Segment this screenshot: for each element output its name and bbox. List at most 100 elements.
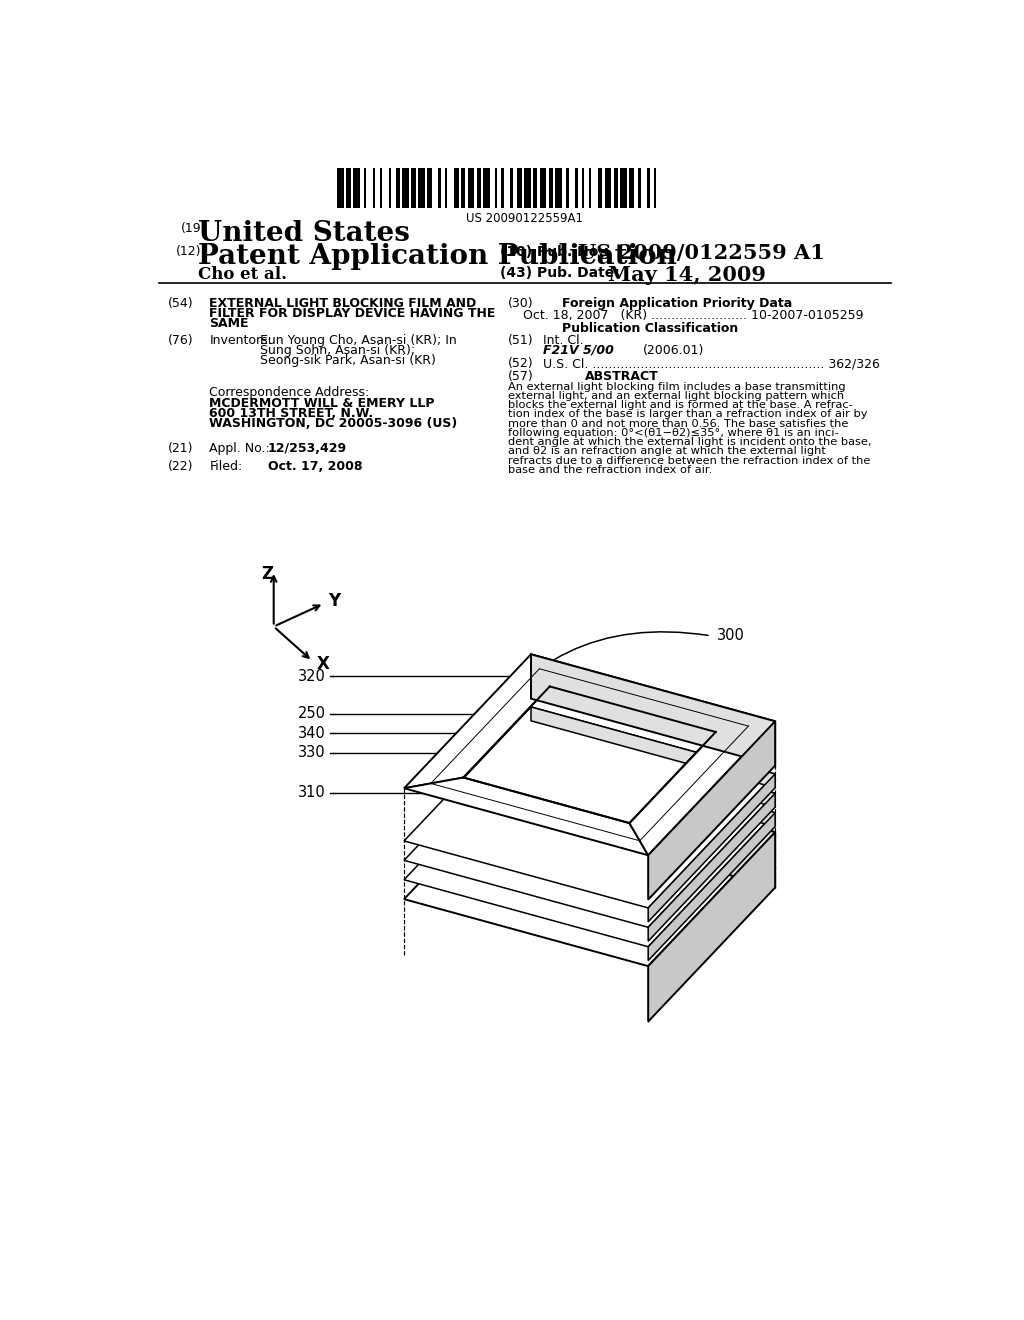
- Bar: [654, 168, 656, 207]
- Bar: [613, 168, 618, 207]
- Bar: [389, 168, 391, 207]
- Text: external light, and an external light blocking pattern which: external light, and an external light bl…: [508, 391, 844, 401]
- Text: Oct. 17, 2008: Oct. 17, 2008: [267, 461, 362, 474]
- Text: An external light blocking film includes a base transmitting: An external light blocking film includes…: [508, 381, 846, 392]
- Text: dent angle at which the external light is incident onto the base,: dent angle at which the external light i…: [508, 437, 871, 447]
- Text: (57): (57): [508, 370, 534, 383]
- Text: (22): (22): [168, 461, 194, 474]
- Bar: [365, 168, 367, 207]
- Text: (12): (12): [176, 244, 202, 257]
- Bar: [549, 168, 553, 207]
- Text: WASHINGTON, DC 20005-3096 (US): WASHINGTON, DC 20005-3096 (US): [209, 417, 458, 430]
- Bar: [532, 168, 538, 207]
- Text: Publication Classification: Publication Classification: [562, 322, 738, 335]
- Text: May 14, 2009: May 14, 2009: [608, 264, 767, 285]
- Bar: [402, 168, 410, 207]
- Text: base and the refraction index of air.: base and the refraction index of air.: [508, 465, 712, 475]
- Text: Z: Z: [261, 565, 273, 583]
- Text: 250: 250: [298, 706, 326, 721]
- Text: Seong-sik Park, Asan-si (KR): Seong-sik Park, Asan-si (KR): [260, 354, 435, 367]
- Bar: [502, 168, 504, 207]
- Bar: [427, 168, 432, 207]
- Text: Cho et al.: Cho et al.: [198, 267, 287, 284]
- Text: Appl. No.:: Appl. No.:: [209, 442, 270, 455]
- Text: 600 13TH STREET, N.W.: 600 13TH STREET, N.W.: [209, 407, 374, 420]
- Bar: [621, 168, 627, 207]
- Text: (52): (52): [508, 358, 534, 370]
- Text: (2006.01): (2006.01): [643, 345, 705, 356]
- Text: 320: 320: [298, 669, 326, 684]
- Bar: [638, 168, 641, 207]
- Text: tion index of the base is larger than a refraction index of air by: tion index of the base is larger than a …: [508, 409, 867, 420]
- Text: Oct. 18, 2007   (KR) ........................ 10-2007-0105259: Oct. 18, 2007 (KR) .....................…: [523, 309, 864, 322]
- Text: 12/253,429: 12/253,429: [267, 442, 347, 455]
- Polygon shape: [531, 746, 775, 826]
- Bar: [540, 168, 546, 207]
- Polygon shape: [531, 766, 775, 887]
- Text: 300: 300: [717, 628, 744, 643]
- Bar: [598, 168, 602, 207]
- Polygon shape: [404, 655, 550, 788]
- Text: MCDERMOTT WILL & EMERY LLP: MCDERMOTT WILL & EMERY LLP: [209, 397, 435, 411]
- Polygon shape: [404, 777, 648, 855]
- Polygon shape: [630, 721, 775, 855]
- Text: (19): (19): [180, 222, 206, 235]
- Bar: [483, 168, 490, 207]
- Bar: [380, 168, 382, 207]
- Text: (51): (51): [508, 334, 534, 347]
- Text: Filed:: Filed:: [209, 461, 243, 474]
- Text: SAME: SAME: [209, 317, 249, 330]
- Text: (54): (54): [168, 297, 194, 310]
- Text: Patent Application Publication: Patent Application Publication: [198, 243, 677, 271]
- Text: Correspondence Address:: Correspondence Address:: [209, 387, 370, 400]
- Text: X: X: [316, 655, 329, 673]
- Text: Y: Y: [328, 593, 340, 610]
- Text: EXTERNAL LIGHT BLOCKING FILM AND: EXTERNAL LIGHT BLOCKING FILM AND: [209, 297, 476, 310]
- Bar: [517, 168, 521, 207]
- Bar: [476, 168, 481, 207]
- Text: 340: 340: [298, 726, 326, 741]
- Polygon shape: [404, 708, 775, 908]
- Bar: [395, 168, 400, 207]
- Text: F21V 5/00: F21V 5/00: [543, 345, 613, 356]
- Bar: [337, 168, 344, 207]
- Text: Foreign Application Priority Data: Foreign Application Priority Data: [562, 297, 793, 310]
- Polygon shape: [531, 655, 775, 766]
- Text: FILTER FOR DISPLAY DEVICE HAVING THE: FILTER FOR DISPLAY DEVICE HAVING THE: [209, 308, 496, 319]
- Text: refracts due to a difference between the refraction index of the: refracts due to a difference between the…: [508, 455, 870, 466]
- Bar: [346, 168, 351, 207]
- Text: Sung Sohn, Asan-si (KR);: Sung Sohn, Asan-si (KR);: [260, 345, 415, 356]
- Polygon shape: [531, 726, 775, 808]
- Bar: [461, 168, 465, 207]
- Polygon shape: [648, 832, 775, 1022]
- Text: United States: United States: [198, 220, 410, 247]
- Polygon shape: [648, 774, 775, 921]
- Text: Int. Cl.: Int. Cl.: [543, 334, 584, 347]
- Text: US 2009/0122559 A1: US 2009/0122559 A1: [578, 243, 824, 263]
- Text: and θ2 is an refraction angle at which the external light: and θ2 is an refraction angle at which t…: [508, 446, 825, 457]
- Bar: [605, 168, 611, 207]
- Polygon shape: [648, 813, 775, 961]
- Bar: [630, 168, 634, 207]
- Bar: [353, 168, 359, 207]
- Polygon shape: [648, 793, 775, 941]
- Text: (30): (30): [508, 297, 534, 310]
- Text: Eun Young Cho, Asan-si (KR); In: Eun Young Cho, Asan-si (KR); In: [260, 334, 457, 347]
- Text: US 20090122559A1: US 20090122559A1: [466, 211, 584, 224]
- Text: (43) Pub. Date:: (43) Pub. Date:: [500, 267, 620, 280]
- Bar: [373, 168, 376, 207]
- Text: (76): (76): [168, 334, 194, 347]
- Bar: [589, 168, 591, 207]
- Bar: [438, 168, 440, 207]
- Polygon shape: [404, 746, 775, 946]
- Text: 310: 310: [298, 785, 326, 800]
- Bar: [647, 168, 649, 207]
- Bar: [468, 168, 474, 207]
- Text: (21): (21): [168, 442, 194, 455]
- Text: more than 0 and not more than 0.56. The base satisfies the: more than 0 and not more than 0.56. The …: [508, 418, 848, 429]
- Polygon shape: [404, 726, 775, 928]
- Bar: [418, 168, 425, 207]
- Text: Inventors:: Inventors:: [209, 334, 272, 347]
- Bar: [454, 168, 459, 207]
- Text: (10) Pub. No.:: (10) Pub. No.:: [500, 244, 609, 259]
